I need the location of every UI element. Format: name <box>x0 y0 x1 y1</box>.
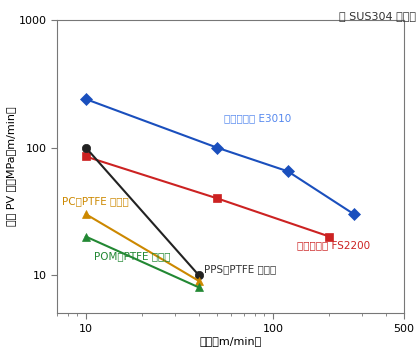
Text: スミブロイ E3010: スミブロイ E3010 <box>224 113 291 123</box>
Text: スミブロイ FS2200: スミブロイ FS2200 <box>297 240 370 251</box>
Y-axis label: 限界 PV 値（MPa・m/min）: 限界 PV 値（MPa・m/min） <box>5 107 16 226</box>
X-axis label: 速度（m/min）: 速度（m/min） <box>199 337 262 346</box>
Text: PC（PTFE 充填）: PC（PTFE 充填） <box>62 196 129 206</box>
Text: POM（PTFE 充填）: POM（PTFE 充填） <box>94 251 170 261</box>
Text: 対 SUS304 ドライ: 対 SUS304 ドライ <box>339 11 416 20</box>
Text: PPS（PTFE 充填）: PPS（PTFE 充填） <box>205 265 277 275</box>
